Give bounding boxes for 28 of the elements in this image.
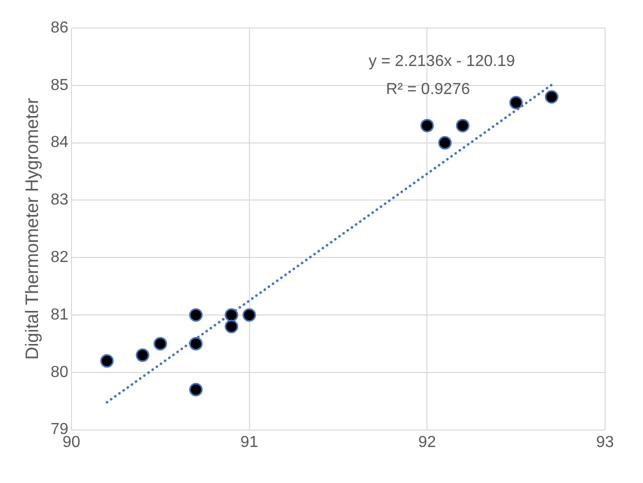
point — [242, 308, 256, 322]
annotation: y = 2.2136x - 120.19 — [368, 53, 516, 70]
point — [189, 336, 203, 350]
y-tick-label: 84 — [50, 134, 68, 152]
annotation: R² = 0.9276 — [386, 81, 470, 98]
y-tick-label: 86 — [50, 19, 68, 36]
point — [189, 308, 203, 322]
x-tick-label: 90 — [62, 434, 80, 451]
point — [136, 348, 150, 362]
y-tick-label: 80 — [50, 364, 68, 381]
point — [154, 336, 168, 350]
point — [189, 382, 203, 396]
point — [100, 354, 114, 368]
y-tick-label: 83 — [50, 192, 68, 209]
x-tick-label: 93 — [596, 434, 614, 451]
y-tick-label: 82 — [50, 249, 68, 266]
point — [456, 118, 470, 132]
y-tick-label: 85 — [50, 76, 68, 94]
point — [438, 136, 452, 150]
point — [544, 90, 558, 104]
y-tick-label: 81 — [50, 306, 68, 324]
y-axis-title: Digital Thermometer Hygrometer — [22, 98, 42, 360]
point — [509, 96, 523, 110]
x-tick-label: 92 — [418, 434, 436, 451]
point — [224, 308, 238, 322]
x-tick-label: 91 — [240, 434, 258, 451]
point — [420, 118, 434, 132]
point — [224, 320, 238, 334]
